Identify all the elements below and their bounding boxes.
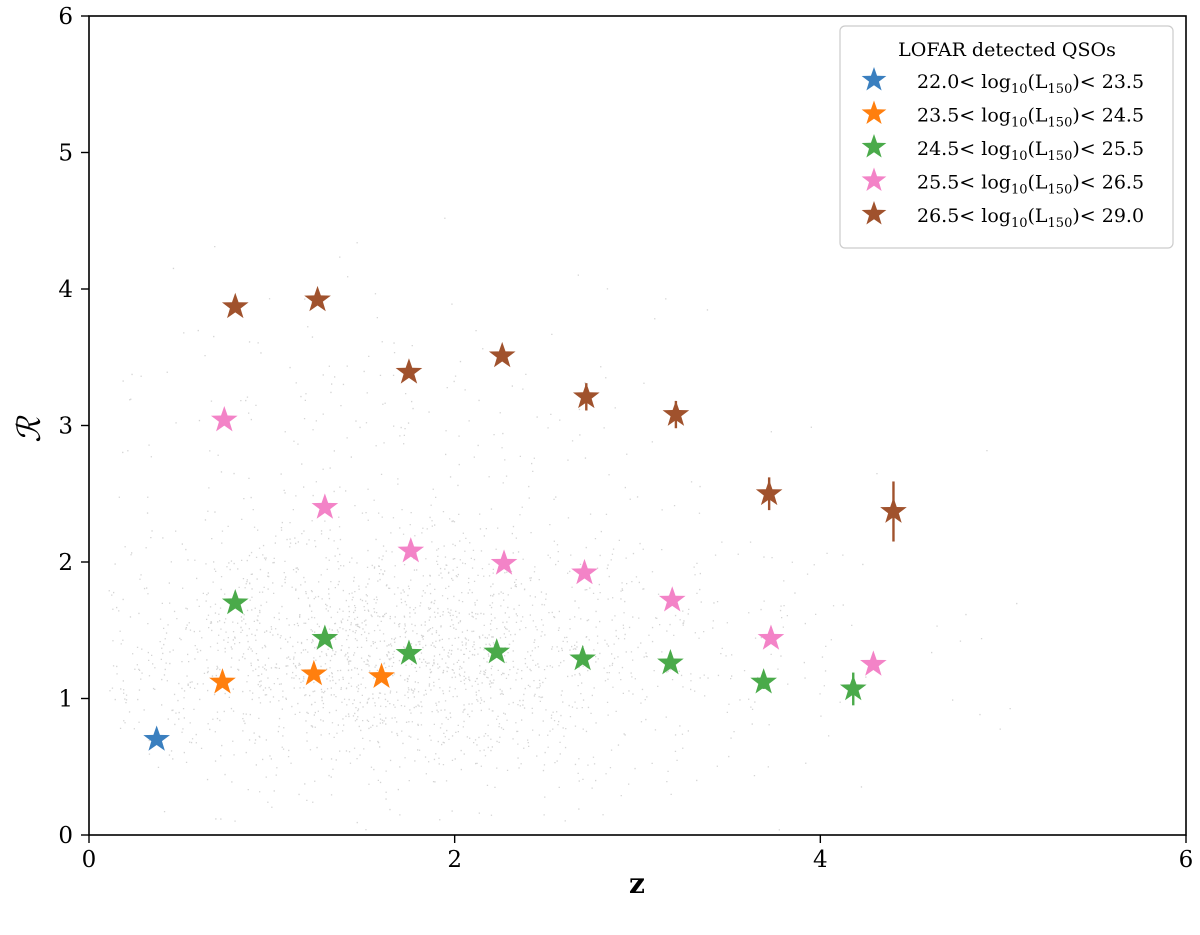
legend-label-4: 26.5< log10(L150)< 29.0 (917, 205, 1144, 231)
data-point-star (300, 659, 328, 686)
tick-layer: 0 2 4 6 0 1 2 3 4 5 6 (58, 4, 1193, 873)
legend-box (839, 25, 1174, 249)
legend-label-3: 25.5< log10(L150)< 26.5 (917, 172, 1144, 198)
x-tick-label: 2 (447, 847, 462, 873)
data-point-star (658, 586, 686, 612)
data-point-star (483, 638, 511, 664)
x-tick-label: 4 (813, 847, 828, 873)
series-layer (143, 285, 907, 751)
legend-label-1: 23.5< log10(L150)< 24.5 (917, 105, 1144, 131)
legend-marker-4 (861, 201, 887, 225)
x-tick-label: 0 (82, 847, 97, 873)
data-point-star (880, 497, 907, 523)
x-axis-title: z (629, 867, 645, 900)
y-tick-label: 0 (58, 823, 73, 849)
data-point-star (304, 285, 331, 312)
data-point-star (662, 400, 690, 426)
legend-marker-3 (861, 167, 887, 192)
data-point-star (569, 644, 596, 671)
y-axis-title: ℛ (10, 415, 48, 443)
legend-marker-2 (861, 134, 887, 158)
data-point-star (657, 649, 684, 675)
y-tick-label: 3 (58, 414, 73, 440)
series-3 (210, 406, 887, 676)
data-point-star (839, 674, 867, 701)
legend-title: LOFAR detected QSOs (898, 39, 1116, 61)
y-tick-label: 2 (58, 550, 73, 576)
series-2 (221, 588, 867, 706)
data-point-star (860, 650, 887, 676)
data-point-star (572, 382, 600, 409)
y-tick-label: 6 (58, 4, 73, 30)
series-4 (221, 285, 907, 542)
data-point-star (397, 537, 425, 563)
data-point-star (210, 406, 238, 432)
series-0 (143, 725, 170, 751)
data-point-star (143, 725, 170, 751)
y-tick-label: 4 (58, 277, 73, 303)
series-1 (209, 659, 395, 694)
data-point-star (395, 358, 423, 384)
legend-label-0: 22.0< log10(L150)< 23.5 (917, 71, 1144, 97)
data-point-star (368, 662, 395, 688)
legend-label-2: 24.5< log10(L150)< 25.5 (917, 138, 1144, 164)
background-point-cloud (108, 217, 1018, 831)
x-tick-label: 6 (1179, 847, 1194, 873)
data-point-star (395, 639, 423, 665)
legend-marker-0 (861, 67, 887, 91)
data-point-star (221, 292, 249, 319)
data-point-star (490, 549, 518, 575)
legend: LOFAR detected QSOs 22.0< log10(L150)< 2… (839, 25, 1174, 249)
legend-marker-1 (861, 100, 887, 125)
y-tick-label: 5 (58, 141, 73, 167)
y-tick-label: 1 (58, 687, 73, 713)
data-point-star (488, 341, 516, 368)
data-point-star (221, 588, 249, 615)
data-point-star (757, 624, 785, 650)
data-point-star (311, 624, 339, 650)
data-point-star (571, 558, 598, 585)
data-point-star (311, 493, 339, 519)
data-point-star (750, 668, 777, 694)
background-points-layer (108, 217, 1018, 831)
data-point-star (755, 479, 783, 506)
data-point-star (209, 668, 236, 694)
